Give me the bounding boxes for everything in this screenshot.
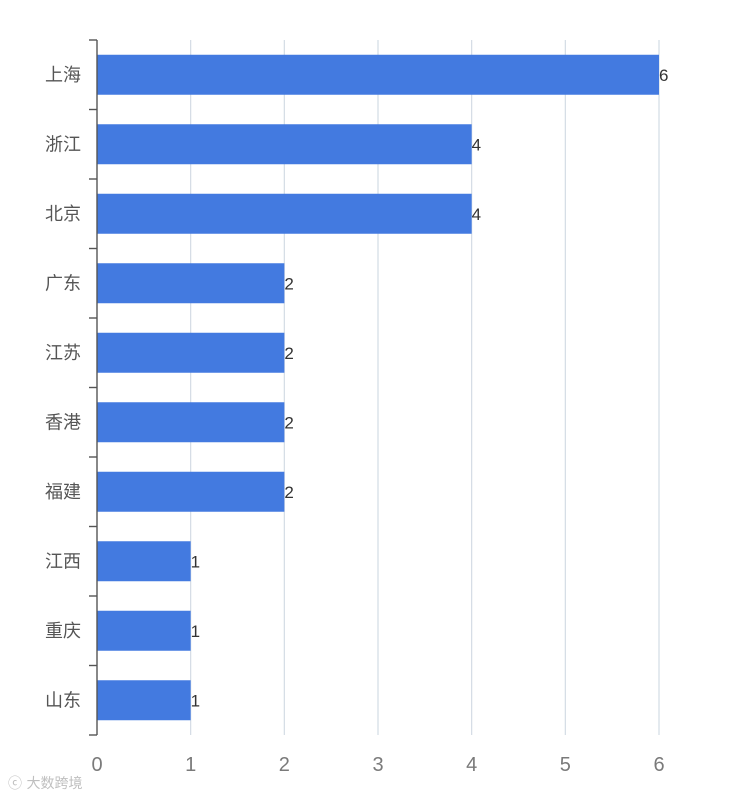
watermark-logo-icon: ⓒ: [8, 776, 22, 792]
data-label: 2: [284, 483, 293, 502]
data-label: 2: [284, 344, 293, 363]
x-tick-label: 0: [91, 754, 102, 776]
category-label: 北京: [45, 204, 81, 225]
category-label: 广东: [45, 273, 81, 294]
category-label: 福建: [45, 482, 81, 503]
data-label: 4: [472, 135, 481, 154]
category-label: 江西: [45, 551, 81, 572]
x-tick-label: 2: [279, 754, 290, 776]
bar: [97, 193, 472, 234]
bar: [97, 124, 472, 165]
data-label: 2: [284, 274, 293, 293]
category-label: 香港: [45, 412, 81, 433]
x-tick-label: 3: [372, 754, 383, 776]
x-tick-label: 1: [185, 754, 196, 776]
bar: [97, 680, 191, 721]
bar: [97, 263, 285, 304]
data-label: 2: [284, 413, 293, 432]
data-label: 1: [191, 552, 200, 571]
watermark: ⓒ 大数跨境: [8, 773, 82, 793]
x-tick-label: 4: [466, 754, 477, 776]
bar: [97, 471, 285, 512]
category-label: 浙江: [45, 134, 81, 155]
data-label: 4: [472, 205, 481, 224]
x-tick-label: 6: [653, 754, 664, 776]
bar: [97, 54, 659, 95]
data-label: 1: [191, 622, 200, 641]
bar: [97, 332, 285, 373]
watermark-text: 大数跨境: [26, 776, 83, 792]
x-tick-label: 5: [560, 754, 571, 776]
category-label: 重庆: [45, 621, 81, 642]
axis-layer: [89, 39, 98, 736]
data-label: 6: [659, 66, 668, 85]
label-layer: 0 1 2 3 4 5 6 上海 6 浙江 4 北京 4 广东 2 江苏 2 香港 2 福建 2 江西 1 重庆 1 山东 1: [45, 65, 668, 776]
category-label: 上海: [45, 65, 81, 86]
bar: [97, 541, 191, 582]
bar: [97, 610, 191, 651]
bar-layer: [97, 54, 659, 721]
bar: [97, 402, 285, 443]
category-label: 江苏: [45, 343, 81, 364]
category-label: 山东: [45, 690, 81, 711]
data-label: 1: [191, 691, 200, 710]
